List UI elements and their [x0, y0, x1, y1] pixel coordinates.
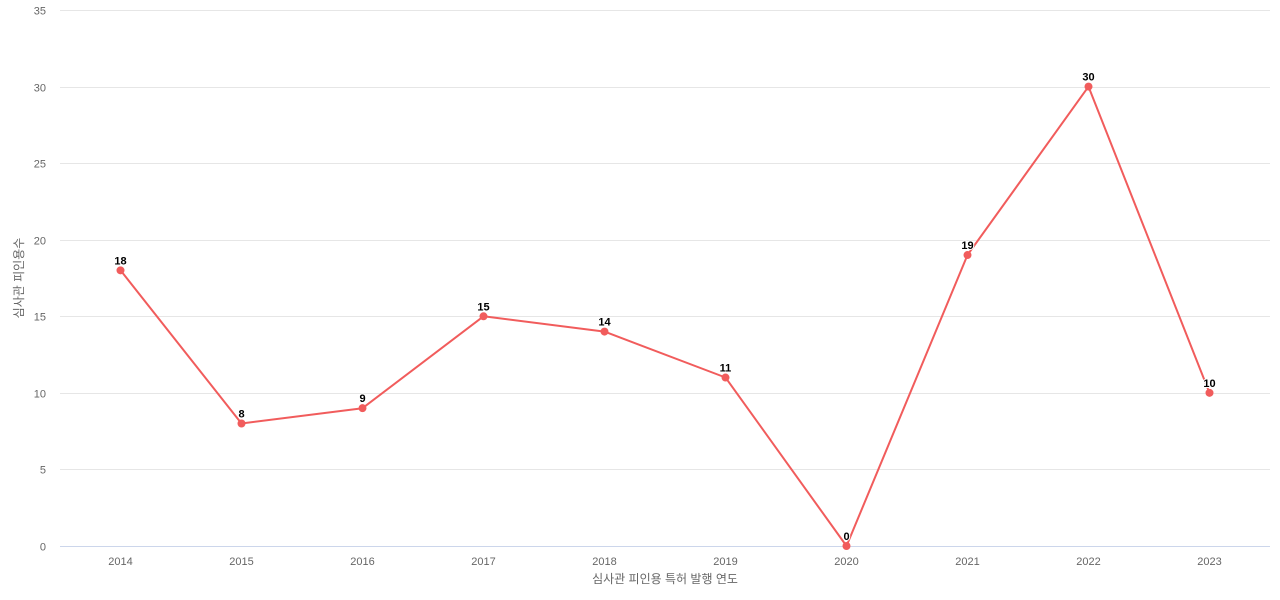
- data-point-marker[interactable]: [358, 404, 367, 413]
- data-label: 11: [720, 363, 732, 375]
- y-tick-label: 30: [34, 83, 46, 95]
- y-tick-label: 25: [34, 159, 46, 171]
- data-label: 15: [477, 301, 489, 313]
- y-tick-label: 15: [34, 312, 46, 324]
- data-point-marker[interactable]: [1205, 388, 1214, 397]
- data-point-marker[interactable]: [116, 266, 125, 275]
- x-tick-label: 2017: [471, 556, 495, 568]
- x-tick-label: 2023: [1197, 556, 1221, 568]
- x-tick-label: 2019: [713, 556, 737, 568]
- data-point-marker[interactable]: [842, 542, 851, 550]
- x-axis-ticks: 2014 2015 2016 2017 2018 2019 2020 2021 2022 2023: [108, 556, 1221, 568]
- y-axis-ticks: 0 5 10 15 20 25 30 35: [34, 6, 46, 554]
- data-point-marker[interactable]: [600, 327, 609, 336]
- data-label: 8: [238, 408, 244, 420]
- data-label: 14: [598, 317, 611, 329]
- data-point-marker[interactable]: [1084, 82, 1093, 91]
- series-path: [119, 85, 1211, 547]
- x-tick-label: 2014: [108, 556, 132, 568]
- series-line: 18 8 9 15 14 11 0 19 30 10: [113, 71, 1217, 550]
- y-tick-label: 20: [34, 236, 46, 248]
- data-label: 30: [1082, 72, 1094, 84]
- data-label: 19: [961, 240, 973, 252]
- y-tick-label: 5: [40, 465, 46, 477]
- data-label: 18: [114, 255, 126, 267]
- y-tick-label: 35: [34, 6, 46, 18]
- x-tick-label: 2021: [955, 556, 979, 568]
- data-point-marker[interactable]: [479, 312, 488, 321]
- x-tick-label: 2020: [834, 556, 858, 568]
- y-tick-label: 10: [34, 389, 46, 401]
- data-point-marker[interactable]: [963, 251, 972, 260]
- y-tick-label: 0: [40, 542, 46, 554]
- x-tick-label: 2018: [592, 556, 616, 568]
- data-label: 0: [843, 531, 849, 543]
- y-axis-title: 심사관 피인용수: [12, 238, 26, 319]
- y-gridlines: [60, 10, 1270, 470]
- x-tick-label: 2015: [229, 556, 253, 568]
- data-label: 10: [1203, 378, 1215, 390]
- x-tick-label: 2022: [1076, 556, 1100, 568]
- data-point-marker[interactable]: [237, 419, 246, 428]
- data-point-marker[interactable]: [721, 373, 730, 382]
- x-tick-label: 2016: [350, 556, 374, 568]
- x-axis-title: 심사관 피인용 특허 발행 연도: [592, 571, 738, 586]
- data-label: 9: [359, 393, 365, 405]
